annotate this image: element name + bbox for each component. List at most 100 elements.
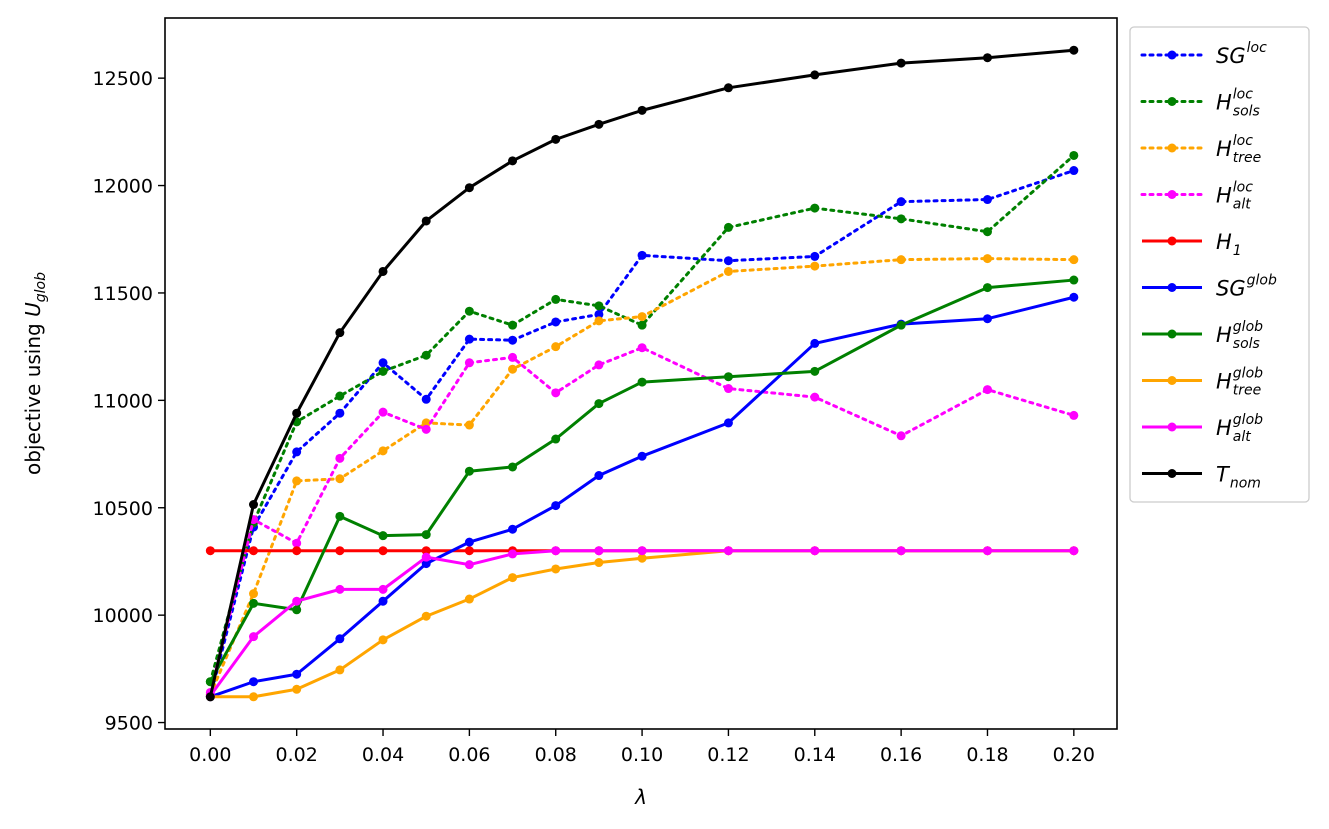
data-point [810,261,820,271]
data-point [1069,275,1079,285]
data-point [594,309,604,319]
y-axis-label-text: objective using [21,317,45,475]
data-point [464,183,474,193]
x-tick-label: 0.10 [621,744,663,766]
data-point [551,134,561,144]
data-point [637,451,647,461]
data-point [723,546,733,556]
data-point [335,634,345,644]
data-point [508,524,518,534]
data-point [378,446,388,456]
data-point [378,531,388,541]
legend-marker [1167,376,1177,385]
data-point [508,335,518,345]
data-point [421,559,431,569]
data-point [464,466,474,476]
data-point [1069,546,1079,556]
x-tick-label: 0.18 [966,744,1008,766]
data-point [421,424,431,434]
data-point [594,546,604,556]
legend-marker [1167,329,1177,339]
data-point [637,546,647,556]
data-point [508,320,518,330]
y-axis-label-sub: glob [33,272,49,302]
data-point [292,476,302,486]
data-point [335,474,345,484]
data-point [896,546,906,556]
data-point [896,58,906,68]
data-point [551,388,561,398]
data-point [335,391,345,401]
data-point [594,360,604,370]
data-point [378,266,388,276]
data-point [335,408,345,418]
data-point [594,558,604,568]
data-point [464,358,474,368]
legend-label-sup: glob [1233,412,1263,428]
data-point [637,343,647,353]
data-point [594,301,604,311]
data-point [594,471,604,481]
x-axis-label: λ [634,785,647,809]
data-point [551,294,561,304]
legend-label-sup: loc [1233,133,1253,149]
axis-ticks: 0.00 0.02 0.04 0.06 0.08 0.10 0.12 0.14 0.16 0.18… [93,68,1095,766]
legend-label: H [1216,91,1232,115]
data-point [723,83,733,93]
data-point [1069,410,1079,420]
legend-marker [1167,97,1177,106]
data-point [249,546,259,556]
data-point [421,530,431,540]
legend-label-sup: glob [1233,319,1263,335]
legend-label: H [1216,323,1232,347]
data-point [896,431,906,441]
data-point [551,546,561,556]
data-point [292,605,302,615]
legend-label-sup: loc [1233,87,1253,103]
data-point [723,384,733,394]
y-tick-label: 12500 [93,68,153,90]
data-point [249,598,259,608]
data-point [896,197,906,207]
data-point [249,692,259,702]
data-point [335,511,345,521]
legend-label: SG [1216,277,1246,301]
data-point [335,453,345,463]
legend-label-sup: glob [1233,366,1263,382]
legend-label: H [1216,416,1232,440]
plot-frame [164,17,1118,730]
data-point [1069,45,1079,55]
x-tick-label: 0.04 [362,744,404,766]
data-point [335,665,345,675]
legend-label: T [1216,463,1231,487]
data-point [810,392,820,402]
legend-label-sub: tree [1233,383,1261,399]
series-line [208,169,1076,699]
legend-marker [1167,422,1177,432]
data-point [810,251,820,261]
data-point [335,328,345,338]
data-point [292,669,302,679]
data-point [551,342,561,352]
legend-entry: SG glob [1142,273,1277,301]
data-point [896,255,906,265]
series-line [208,346,1076,694]
legend-label: SG [1216,44,1246,68]
data-point [982,195,992,205]
data-point [982,283,992,293]
y-tick-label: 10500 [93,498,153,520]
y-tick-label: 10000 [93,605,153,627]
series-line [208,257,1076,697]
legend-label-sub: sols [1233,104,1260,120]
series-1 [205,150,1079,687]
data-point [551,501,561,511]
data-point [508,364,518,374]
legend-label-sub: alt [1233,197,1251,213]
